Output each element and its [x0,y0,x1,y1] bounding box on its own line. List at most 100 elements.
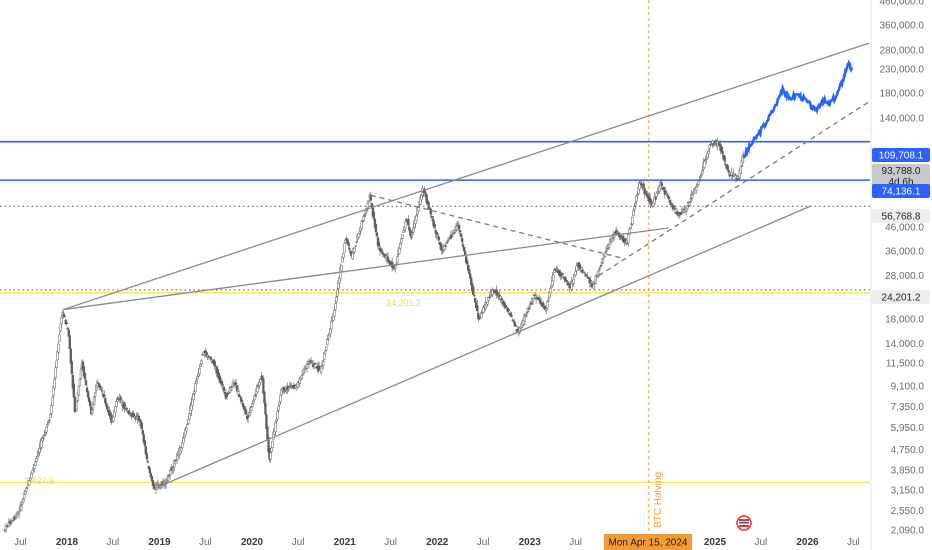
candle [320,365,323,375]
x-tick-label: 2019 [148,537,171,548]
candle [252,399,255,405]
candle [727,169,730,176]
us-events-icon[interactable] [736,515,752,531]
candle [723,154,726,165]
candle [53,376,56,390]
current-price-text: 93,788.0 [882,166,921,177]
candle [198,364,201,377]
candle [462,246,466,252]
badge-lower-level: 74,136.1 [872,184,930,198]
y-tick-label: 46,000.0 [885,222,924,233]
candle [498,290,501,299]
candle [460,235,464,246]
y-tick-label: 3,150.0 [891,485,925,496]
trendlines [62,42,870,489]
candle [601,256,605,265]
y-tick-label: 7,350.0 [891,402,925,413]
candle [146,456,149,464]
candle [435,231,438,240]
candle [354,245,357,247]
y-tick-label: 4,750.0 [891,445,925,456]
candle [351,251,354,261]
candle [93,391,97,402]
candle [739,166,742,175]
x-tick-label: 2026 [796,537,819,548]
candle [245,408,248,415]
x-tick-label: Jul [754,537,767,548]
candle [410,234,413,241]
candle [140,419,143,430]
candle [375,232,379,238]
candle [300,374,304,379]
candle [128,407,131,415]
candle [607,243,611,251]
candle [654,196,657,203]
y-tick-label: 2,550.0 [891,506,925,517]
candle [429,206,432,217]
candle [78,378,82,387]
candle [528,300,532,310]
candle [472,284,475,296]
badge-dotted-level-1-text: 56,768.8 [882,212,921,223]
candle [603,252,607,258]
candle [256,383,259,394]
candle [552,273,555,286]
candle [200,358,203,365]
y-tick-label: 11,500.0 [886,358,925,369]
x-tick-label: Jul [14,537,27,548]
candle [68,335,71,350]
candle [17,508,21,519]
candle [409,229,412,237]
candle [415,213,418,221]
candle [514,324,517,327]
halving-date-text: Mon Apr 15, 2024 [609,538,688,549]
badge-upper-level: 109,708.1 [872,148,930,162]
candle [92,396,96,405]
candle [26,487,29,489]
y-tick-label: 18,000.0 [885,314,924,325]
x-tick-label: 2023 [519,537,542,548]
y-tick-label: 140,000.0 [880,113,925,124]
candle [703,159,706,170]
candle [695,184,698,195]
candle [148,467,152,475]
candle [531,297,535,306]
candle [549,286,552,297]
candle [726,163,729,171]
badge-upper-level-text: 109,708.1 [879,151,924,162]
candle [667,194,671,201]
x-tick-label: Jul [199,537,212,548]
candle [327,336,330,341]
candle [183,436,186,442]
y-tick-label: 14,000.0 [885,339,924,350]
candle [19,504,23,512]
badge-dotted-level-2-text: 24,201.2 [882,293,921,304]
candle [70,359,73,377]
y-tick-label: 460,000.0 [880,0,925,8]
y-tick-label: 28,000.0 [885,271,924,282]
candle [60,315,63,328]
candle [340,264,343,273]
candle [247,414,250,423]
candle [36,452,39,462]
x-tick-label: Jul [569,537,582,548]
candle [185,426,188,434]
candle [206,351,209,360]
candle [693,191,696,194]
candle [277,404,280,413]
candle [199,363,202,368]
candle [366,200,369,212]
candle [48,419,51,423]
candle [673,204,677,214]
badge-dotted-level-2: 24,201.2 [872,290,930,304]
y-tick-label: 5,950.0 [891,423,925,434]
candle [42,435,45,442]
y-tick-label: 230,000.0 [880,65,925,76]
trendline-3 [370,194,622,259]
candle [660,178,663,187]
candle [679,212,683,216]
trendline-2 [154,205,812,489]
candle [145,449,148,462]
